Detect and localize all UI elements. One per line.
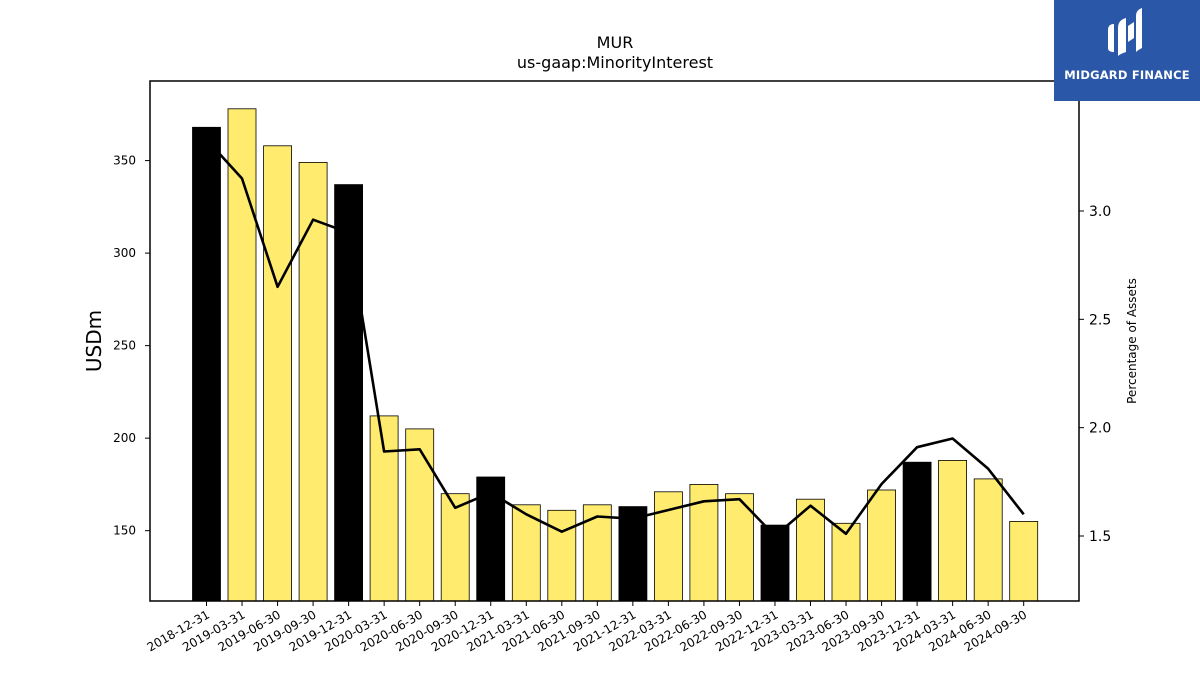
line-layer bbox=[205, 138, 1025, 538]
bar-2019-03-31 bbox=[227, 108, 257, 602]
bar-2024-09-30 bbox=[1009, 521, 1039, 602]
bar-2019-09-30 bbox=[298, 161, 328, 602]
x-axis: 2018-12-312019-03-312019-06-302019-09-30… bbox=[145, 601, 1029, 654]
y2-tick-label: 1.5 bbox=[1089, 529, 1111, 545]
brand-logo: MIDGARD FINANCE bbox=[1054, 0, 1200, 101]
y-tick-label: 300 bbox=[113, 246, 136, 260]
bar-2020-09-30 bbox=[440, 493, 470, 602]
percentage-line bbox=[205, 138, 1025, 538]
plot-frame bbox=[149, 80, 1080, 602]
bar-2020-06-30 bbox=[405, 428, 435, 602]
y2-tick-label: 2.5 bbox=[1089, 312, 1111, 328]
y-tick-label: 250 bbox=[113, 339, 136, 353]
bar-2018-12-31 bbox=[192, 126, 221, 602]
logo-text: MIDGARD FINANCE bbox=[1064, 68, 1190, 82]
bar-2024-06-30 bbox=[973, 478, 1003, 602]
chart-title: MUR bbox=[597, 33, 634, 52]
chart-subtitle: us-gaap:MinorityInterest bbox=[517, 53, 713, 72]
logo-mark-icon bbox=[1108, 8, 1142, 56]
bar-2021-03-31 bbox=[511, 504, 541, 602]
bar-2024-03-31 bbox=[938, 459, 967, 602]
bar-2019-06-30 bbox=[263, 145, 293, 602]
y-tick-label: 150 bbox=[113, 524, 136, 538]
bar-2021-12-31 bbox=[618, 506, 648, 602]
y2-axis-label: Percentage of Assets bbox=[1125, 278, 1139, 404]
bar-2022-12-31 bbox=[760, 524, 790, 602]
bar-2023-12-31 bbox=[902, 461, 932, 602]
y-axis-right: 1.5 2.0 2.5 3.0 bbox=[1079, 204, 1111, 545]
y-tick-label: 200 bbox=[113, 431, 136, 445]
bar-2019-12-31 bbox=[334, 184, 364, 602]
bar-2023-09-30 bbox=[867, 489, 896, 602]
y-axis-label: USDm bbox=[82, 310, 106, 372]
bar-2021-09-30 bbox=[582, 504, 612, 602]
y-tick-label: 350 bbox=[113, 154, 136, 168]
y2-tick-label: 2.0 bbox=[1089, 421, 1111, 437]
y-axis-left: 150 200 250 300 350 bbox=[113, 154, 150, 538]
y2-tick-label: 3.0 bbox=[1089, 204, 1111, 220]
bar-2021-06-30 bbox=[547, 509, 577, 602]
bars-layer bbox=[192, 108, 1039, 602]
bar-2023-06-30 bbox=[831, 522, 861, 602]
